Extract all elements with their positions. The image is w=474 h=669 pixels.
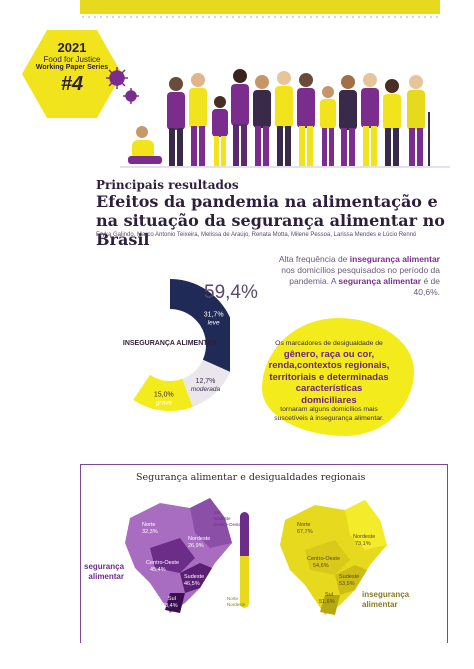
dot-pattern xyxy=(80,14,440,20)
donut-value-label: 31,7% xyxy=(204,312,224,319)
regional-section-title: Segurança alimentar e desigualdades regi… xyxy=(136,472,366,483)
brazil-map-food-insecurity: Norte 67,7% Nordeste 73,1% Centro-Oeste … xyxy=(280,500,387,615)
regional-section-frame xyxy=(80,464,448,643)
legend-bar-security xyxy=(240,512,249,556)
markers-text-intro: Os marcadores de desigualdade de xyxy=(275,340,383,347)
map-left-value-sul: 48,4% xyxy=(162,603,178,609)
donut-slice-grave xyxy=(133,374,193,411)
frequency-text-bold: segurança alimentar xyxy=(338,276,422,286)
donut-slice-moderada xyxy=(182,359,230,407)
donut-category-label: leve xyxy=(208,320,220,327)
badge-year: 2021 xyxy=(57,40,87,55)
badge-number: #4 xyxy=(60,73,84,95)
map-right-value-centro-oeste: 54,6% xyxy=(313,563,329,569)
legend-top-regions: Sul Sudeste Centro-Oeste xyxy=(214,510,241,528)
donut-value-label: 15,0% xyxy=(154,392,174,399)
markers-text-outro: tornaram alguns domicílios mais suscetív… xyxy=(274,406,384,422)
legend-item: Nordeste xyxy=(227,602,246,607)
donut-category-label: moderada xyxy=(191,386,221,393)
map-right-label-nordeste: Nordeste xyxy=(353,534,375,540)
map-left-value-sudeste: 46,5% xyxy=(184,581,200,587)
legend-bar-insecurity xyxy=(240,556,249,608)
map-right-label-sul: Sul xyxy=(325,592,333,598)
map-right-value-sul: 51,6% xyxy=(319,599,335,605)
map-left-value-nordeste: 26,9% xyxy=(188,543,204,549)
frequency-text-bold: insegurança alimentar xyxy=(349,254,440,264)
donut-slice-leve xyxy=(170,279,230,372)
virus-icon xyxy=(106,67,139,104)
legend-item: Norte xyxy=(227,596,239,601)
people-illustration xyxy=(120,69,450,168)
legend-item: Sudeste xyxy=(214,516,231,521)
markers-text-bold: gênero, raça ou cor, renda,contextos reg… xyxy=(268,348,390,406)
food-insecurity-donut-chart: 31,7%leve 12,7%moderada 15,0%grave INSEGURA… xyxy=(123,279,230,411)
badge-line2: Working Paper Series xyxy=(35,64,109,71)
highlight-blob xyxy=(262,318,414,436)
markers-text: Os marcadores de desigualdade de gênero,… xyxy=(268,340,390,423)
top-accent-bar xyxy=(80,0,440,14)
map-left-label-norte: Norte xyxy=(142,522,155,528)
map-left-value-norte: 32,3% xyxy=(142,529,158,535)
map-right-value-sudeste: 53,5% xyxy=(339,581,355,587)
map-right-caption: insegurança alimentar xyxy=(362,590,410,609)
brazil-map-food-security: Norte 32,3% Nordeste 26,9% Centro-Oeste … xyxy=(125,498,232,613)
map-right-label-centro-oeste: Centro-Oeste xyxy=(307,556,340,562)
total-insecurity-value: 59,4% xyxy=(204,282,258,303)
frequency-text-part: é de 40,6%. xyxy=(413,276,440,297)
map-left-label-centro-oeste: Centro-Oeste xyxy=(146,560,179,566)
badge-line1: Food for Justice xyxy=(43,55,101,64)
map-right-label-sudeste: Sudeste xyxy=(339,574,359,580)
donut-value-label: 12,7% xyxy=(196,378,216,385)
donut-center-label: INSEGURANÇA ALIMENTAR xyxy=(123,340,217,347)
map-left-value-centro-oeste: 45,4% xyxy=(150,567,166,573)
frequency-text-part: nos domicílios pesquisados no período da… xyxy=(281,265,440,286)
map-left-label-sul: Sul xyxy=(168,596,176,602)
page-title: Efeitos da pandemia na alimentação e na … xyxy=(96,192,445,249)
map-right-value-nordeste: 73,1% xyxy=(355,541,371,547)
map-right-value-norte: 67,7% xyxy=(297,529,313,535)
map-right-label-norte: Norte xyxy=(297,522,310,528)
map-left-label-sudeste: Sudeste xyxy=(184,574,204,580)
section-subheading: Principais resultados xyxy=(96,178,239,192)
frequency-text-part: Alta frequência de xyxy=(278,254,350,264)
donut-category-label: grave xyxy=(156,400,173,407)
legend-item: Sul xyxy=(214,510,221,515)
map-left-caption: segurança alimentar xyxy=(84,562,125,581)
map-left-label-nordeste: Nordeste xyxy=(188,536,210,542)
legend-bottom-regions: Norte Nordeste xyxy=(227,596,245,608)
legend-item: Centro-Oeste xyxy=(214,522,242,527)
frequency-text: Alta frequência de insegurança alimentar… xyxy=(270,254,440,298)
authors-line: Eryka Galindo, Marco Antonio Teixeira, M… xyxy=(96,232,417,238)
